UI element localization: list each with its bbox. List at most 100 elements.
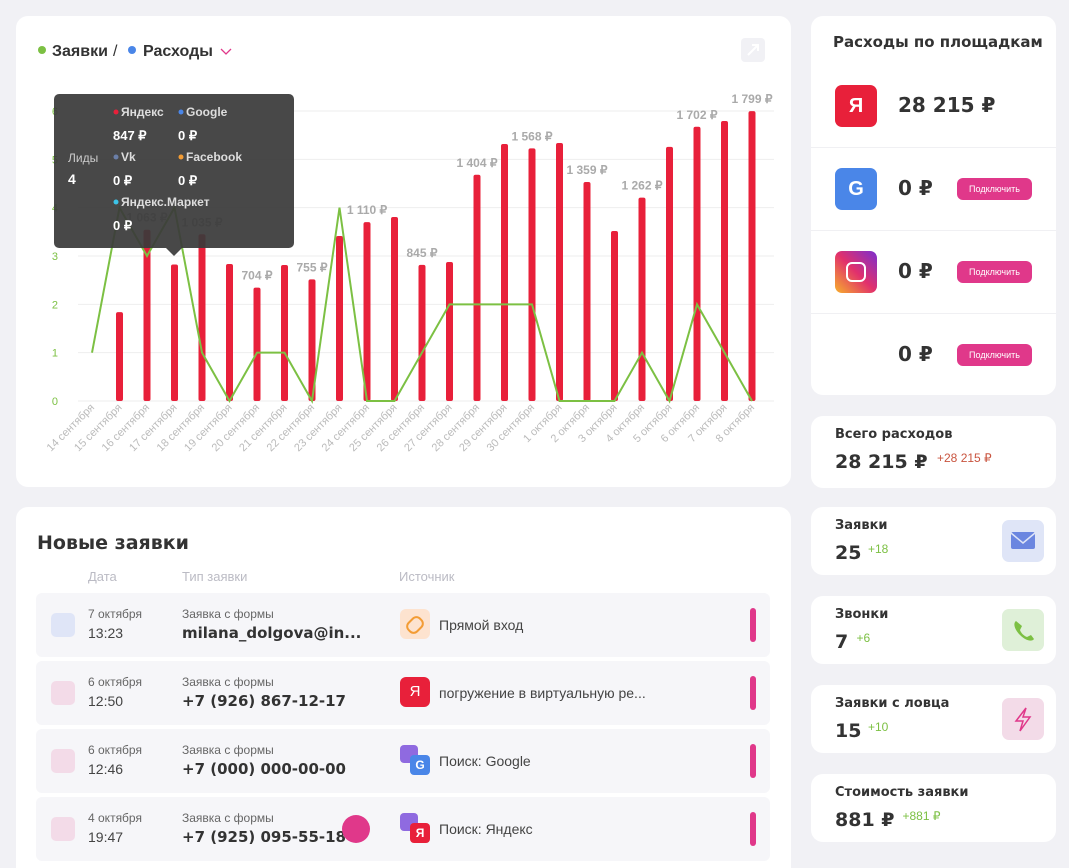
connect-button[interactable]: Подключить: [957, 178, 1032, 200]
row-status: [750, 812, 756, 846]
row-icon: [51, 613, 75, 637]
bar: [198, 234, 206, 401]
bar: [281, 265, 288, 401]
tooltip-dot: [178, 109, 184, 115]
row-contact: +7 (000) 000-00-00: [182, 760, 346, 778]
stat-label: Заявки: [835, 518, 888, 533]
row-date: 6 октября: [88, 743, 142, 757]
bar: [171, 264, 178, 401]
legend-dot: [38, 46, 46, 54]
bar: [143, 229, 151, 401]
stat-delta: +10: [868, 720, 889, 734]
row-time: 12:50: [88, 693, 124, 709]
tooltip-dot: [113, 109, 119, 115]
y-tick-label: 0: [52, 396, 58, 408]
stat-icon: [1002, 609, 1044, 651]
bar: [446, 261, 453, 401]
requests-title: Новые заявки: [37, 532, 189, 554]
source-badge: Я: [410, 823, 430, 843]
y-tick-label: 1: [52, 348, 58, 360]
row-type: Заявка с формы: [182, 811, 274, 825]
tooltip-item-name: Яндекс: [121, 105, 164, 119]
bar: [501, 144, 508, 401]
row-source: Поиск: Google: [439, 753, 531, 769]
row-time: 19:47: [88, 829, 124, 845]
play-button[interactable]: [342, 815, 370, 843]
stat-delta: +28 215 ₽: [937, 451, 992, 465]
bar-value-label: 1 359 ₽: [567, 163, 608, 177]
row-source: Прямой вход: [439, 617, 524, 633]
tooltip-item-value: 0 ₽: [113, 218, 133, 233]
stat-delta: +6: [856, 631, 871, 645]
tooltip-item-name: Яндекс.Маркет: [121, 195, 210, 209]
tooltip-pointer: [166, 248, 182, 256]
stat-card: [811, 774, 1056, 842]
bar: [253, 287, 261, 401]
stat-glyph: [1014, 621, 1034, 641]
stat-glyph: [1010, 532, 1036, 549]
bar-value-label: 755 ₽: [297, 260, 328, 274]
platforms-title: Расходы по площадкам: [833, 33, 1043, 51]
bar: [391, 217, 398, 401]
bar: [363, 222, 371, 401]
row-time: 12:46: [88, 761, 124, 777]
tooltip: [54, 94, 294, 248]
source-badge: G: [410, 755, 430, 775]
stat-value: 28 215 ₽: [835, 451, 928, 473]
legend-label: Расходы: [143, 43, 213, 60]
instagram-glyph: [846, 262, 866, 282]
bar: [308, 279, 316, 401]
bar-value-label: 1 702 ₽: [677, 108, 718, 122]
tooltip-value: 4: [68, 171, 76, 187]
stat-label: Заявки с ловца: [835, 696, 950, 711]
tooltip-item-value: 0 ₽: [178, 173, 198, 188]
platform-amount: 0 ₽: [898, 342, 933, 366]
platform-icon: Я: [835, 85, 877, 127]
source-icon: [400, 609, 430, 639]
platform-icon: [835, 334, 877, 376]
stat-icon: [1002, 520, 1044, 562]
bar: [556, 143, 563, 402]
platform-icon: [835, 251, 877, 293]
tooltip-item-value: 0 ₽: [178, 128, 198, 143]
row-source: погружение в виртуальную ре...: [439, 685, 646, 701]
bar: [721, 120, 728, 401]
divider: [811, 313, 1056, 314]
source-icon: G: [400, 745, 430, 775]
tooltip-item-value: 847 ₽: [113, 128, 147, 143]
bar: [693, 126, 701, 402]
bar: [611, 231, 618, 401]
legend-dot: [128, 46, 136, 54]
line: [91, 204, 753, 405]
stat-delta: +881 ₽: [902, 809, 941, 823]
stat-value: 25: [835, 542, 862, 564]
legend-label: Заявки: [52, 43, 108, 60]
row-status: [750, 608, 756, 642]
row-icon: [51, 817, 75, 841]
tooltip-dot: [178, 154, 184, 160]
row-icon: [51, 749, 75, 773]
stat-card: [811, 416, 1056, 488]
stat-delta: +18: [868, 542, 889, 556]
row-icon: [51, 681, 75, 705]
bar-value-label: 1 262 ₽: [622, 179, 663, 193]
connect-button[interactable]: Подключить: [957, 261, 1032, 283]
legend-dropdown[interactable]: [220, 48, 232, 55]
tooltip-item-name: Google: [186, 105, 228, 119]
row-status: [750, 676, 756, 710]
divider: [811, 230, 1056, 231]
stat-value: 15: [835, 720, 862, 742]
stat-icon: [1002, 698, 1044, 740]
bar-value-label: 1 110 ₽: [347, 203, 388, 217]
bar-value-label: 1 799 ₽: [732, 92, 773, 106]
platform-amount: 0 ₽: [898, 176, 933, 200]
bar: [528, 148, 536, 401]
row-contact: milana_dolgova@in...: [182, 624, 362, 642]
connect-button[interactable]: Подключить: [957, 344, 1032, 366]
stat-glyph: [1014, 707, 1032, 732]
row-date: 4 октября: [88, 811, 142, 825]
tooltip-item-name: Vk: [121, 150, 136, 164]
bar-value-label: 1 404 ₽: [457, 156, 498, 170]
platform-icon: G: [835, 168, 877, 210]
